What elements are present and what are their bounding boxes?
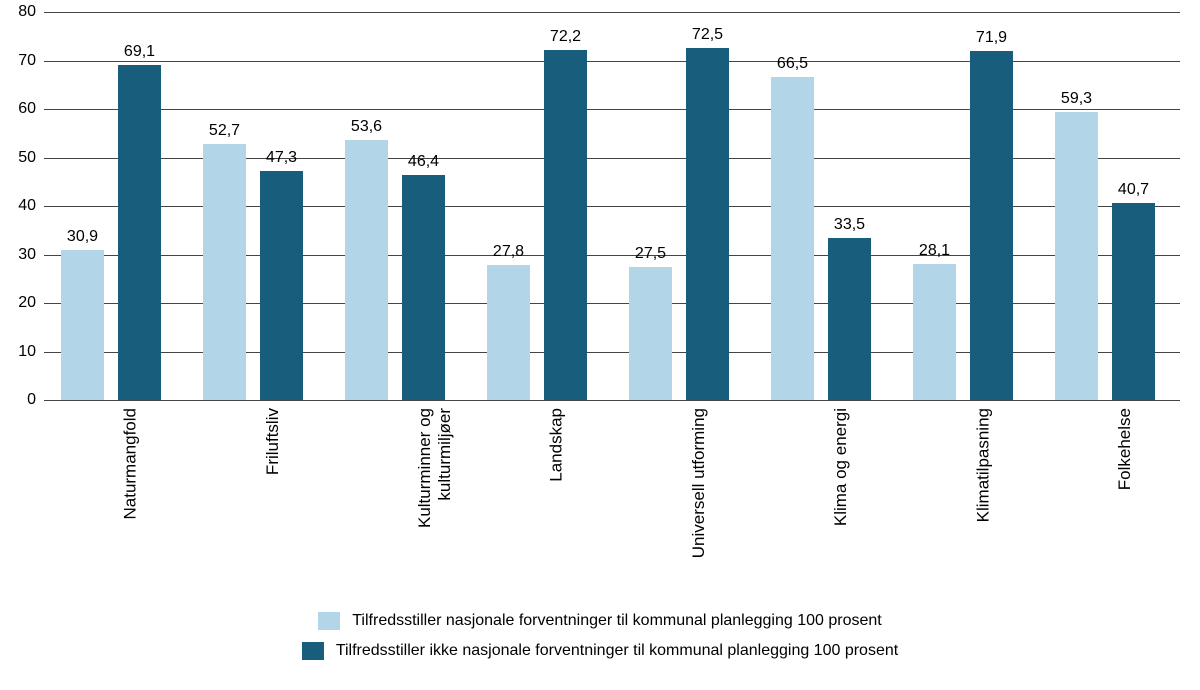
bar-value-label: 53,6 — [351, 118, 382, 140]
bar-value-label: 72,5 — [692, 26, 723, 48]
bar-value-label: 27,8 — [493, 243, 524, 265]
category-label: Folkehelse — [1115, 408, 1135, 490]
category-label: Klimatilpasning — [973, 408, 993, 522]
category-label: Friluftsliv — [263, 408, 283, 475]
bar-value-label: 28,1 — [919, 242, 950, 264]
category-label: Universell utforming — [689, 408, 709, 558]
bar-value-label: 71,9 — [976, 29, 1007, 51]
bar: 52,7 — [203, 144, 246, 400]
bar: 47,3 — [260, 171, 303, 400]
bar-value-label: 40,7 — [1118, 181, 1149, 203]
category-label: Landskap — [547, 408, 567, 482]
category-label: Klima og energi — [831, 408, 851, 526]
bar: 53,6 — [345, 140, 388, 400]
legend-item: Tilfredsstiller ikke nasjonale forventni… — [302, 642, 898, 660]
bar: 69,1 — [118, 65, 161, 400]
category-label: Kulturminner ogkulturmiljøer — [415, 408, 456, 528]
legend-label: Tilfredsstiller nasjonale forventninger … — [352, 612, 881, 630]
bar-value-label: 69,1 — [124, 43, 155, 65]
bar: 27,8 — [487, 265, 530, 400]
bar: 33,5 — [828, 238, 871, 400]
bar-value-label: 47,3 — [266, 149, 297, 171]
gridline — [44, 12, 1180, 13]
legend: Tilfredsstiller nasjonale forventninger … — [0, 612, 1200, 660]
y-axis-tick-label: 10 — [18, 343, 44, 361]
bar: 46,4 — [402, 175, 445, 400]
bar: 71,9 — [970, 51, 1013, 400]
bar-value-label: 33,5 — [834, 216, 865, 238]
y-axis-tick-label: 60 — [18, 100, 44, 118]
y-axis-tick-label: 20 — [18, 294, 44, 312]
bar: 66,5 — [771, 77, 814, 400]
bar-value-label: 52,7 — [209, 122, 240, 144]
chart-container: 0 10 20 30 40 50 60 70 80 30,9 69,1 52,7 47,3 53,6 46,… — [0, 0, 1200, 690]
legend-item: Tilfredsstiller nasjonale forventninger … — [318, 612, 881, 630]
y-axis-tick-label: 70 — [18, 52, 44, 70]
bar: 40,7 — [1112, 203, 1155, 400]
bar: 72,5 — [686, 48, 729, 400]
bar: 30,9 — [61, 250, 104, 400]
gridline — [44, 400, 1180, 401]
bar-value-label: 59,3 — [1061, 90, 1092, 112]
legend-swatch — [318, 612, 340, 630]
bar-value-label: 46,4 — [408, 153, 439, 175]
plot-area: 0102030405060708030,969,152,747,353,646,… — [44, 12, 1180, 400]
y-axis-tick-label: 50 — [18, 149, 44, 167]
bar: 59,3 — [1055, 112, 1098, 400]
legend-label: Tilfredsstiller ikke nasjonale forventni… — [336, 642, 898, 660]
bar: 72,2 — [544, 50, 587, 400]
bar-value-label: 72,2 — [550, 28, 581, 50]
bar: 27,5 — [629, 267, 672, 400]
legend-swatch — [302, 642, 324, 660]
bar-value-label: 27,5 — [635, 245, 666, 267]
y-axis-tick-label: 40 — [18, 197, 44, 215]
category-label: Naturmangfold — [121, 408, 141, 520]
y-axis-tick-label: 0 — [27, 391, 44, 409]
y-axis-tick-label: 80 — [18, 3, 44, 21]
bar-value-label: 66,5 — [777, 55, 808, 77]
bar-value-label: 30,9 — [67, 228, 98, 250]
y-axis-tick-label: 30 — [18, 246, 44, 264]
bar: 28,1 — [913, 264, 956, 400]
